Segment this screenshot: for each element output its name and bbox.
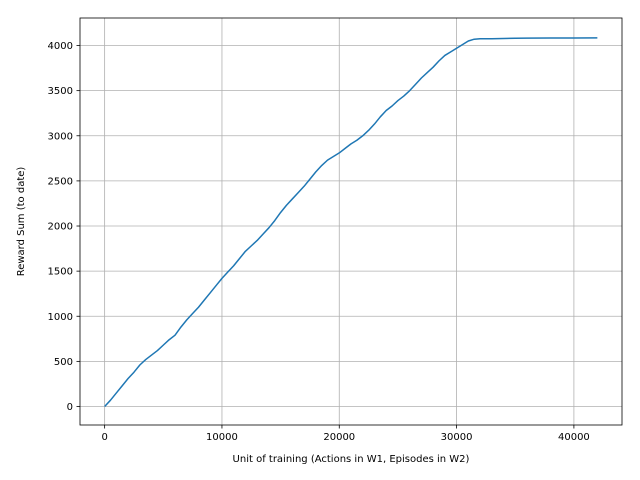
series-layer xyxy=(104,37,598,408)
y-tick-label: 2000 xyxy=(48,222,73,233)
y-axis-label: Reward Sum (to date) xyxy=(16,167,27,277)
x-tick-label: 40000 xyxy=(558,432,590,443)
y-tick-label: 2500 xyxy=(48,176,73,187)
x-tick-label: 30000 xyxy=(441,432,473,443)
plot-area xyxy=(80,18,622,425)
y-axis-ticks: 0 500 1000 1500 2000 2500 3000 3500 4000 xyxy=(48,41,80,413)
y-tick-label: 0 xyxy=(67,402,73,413)
series-line xyxy=(104,37,598,408)
grid xyxy=(80,18,622,425)
y-tick-label: 1000 xyxy=(48,312,73,323)
x-tick-label: 10000 xyxy=(206,432,238,443)
x-tick-label: 0 xyxy=(101,432,107,443)
y-tick-label: 3000 xyxy=(48,131,73,142)
y-tick-label: 500 xyxy=(54,357,73,368)
plot-frame xyxy=(79,17,623,426)
x-tick-label: 20000 xyxy=(323,432,355,443)
y-tick-label: 1500 xyxy=(48,267,73,278)
y-tick-label: 4000 xyxy=(48,41,73,52)
x-axis-ticks: 0 10000 20000 30000 40000 xyxy=(101,425,590,443)
y-tick-label: 3500 xyxy=(48,86,73,97)
x-axis-label: Unit of training (Actions in W1, Episode… xyxy=(233,454,470,465)
